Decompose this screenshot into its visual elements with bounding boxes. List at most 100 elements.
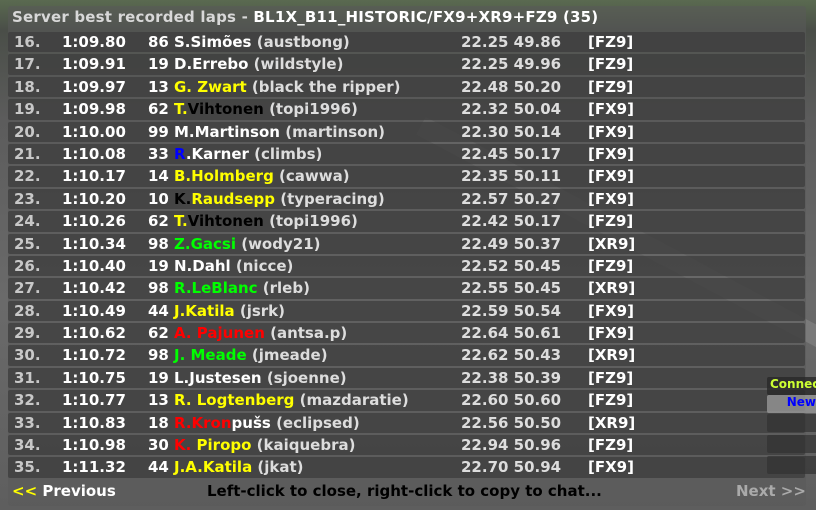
lap-row[interactable]: 20. 1:10.00 99 M.Martinson (martinson) 22.30… — [8, 121, 805, 143]
car-model: [FX9] — [588, 189, 634, 208]
car-model: [FZ9] — [588, 391, 634, 410]
driver-name: R. Logtenberg (mazdaratie) — [174, 391, 409, 409]
car-model: [FX9] — [588, 324, 634, 343]
driver-name-segment: pušs — [231, 413, 271, 432]
car-number: 18 — [148, 413, 169, 432]
username: (jsrk) — [239, 301, 285, 320]
driver-name-segment: J.A.Katila — [174, 458, 253, 477]
lap-time: 1:10.34 — [62, 234, 126, 253]
car-model: [FZ9] — [588, 55, 634, 74]
split-times: 22.57 50.27 — [461, 189, 562, 208]
car-number: 13 — [148, 77, 169, 96]
driver-name: J.Katila (jsrk) — [174, 302, 285, 320]
driver-name-segment: M.Martinson — [174, 122, 280, 141]
lap-row[interactable]: 32. 1:10.77 13 R. Logtenberg (mazdaratie) 22… — [8, 389, 805, 412]
lap-position: 25. — [14, 234, 41, 253]
split-times: 22.56 50.50 — [461, 413, 562, 432]
username: (topi1996) — [269, 100, 358, 119]
lap-time: 1:11.32 — [62, 458, 126, 477]
car-number: 86 — [148, 33, 169, 51]
username: (martinson) — [285, 122, 385, 141]
driver-name: M.Martinson (martinson) — [174, 123, 385, 141]
car-number: 19 — [148, 55, 169, 74]
new-button[interactable]: New — [767, 395, 816, 413]
car-model: [XR9] — [588, 279, 636, 298]
lap-time: 1:10.77 — [62, 391, 126, 410]
lap-row[interactable]: 18. 1:09.97 13 G. Zwart (black the ripper) 2… — [8, 76, 805, 98]
username: (jmeade) — [251, 346, 328, 365]
split-times: 22.38 50.39 — [461, 368, 562, 387]
car-number: 98 — [148, 234, 169, 253]
split-times: 22.49 50.37 — [461, 234, 562, 253]
driver-name: A. Pajunen (antsa.p) — [174, 324, 347, 342]
lap-position: 16. — [14, 33, 41, 51]
driver-name: L.Justesen (sjoenne) — [174, 369, 347, 387]
split-times: 22.52 50.45 — [461, 256, 562, 275]
car-number: 14 — [148, 167, 169, 186]
username: (mazdaratie) — [299, 391, 409, 410]
driver-name-segment: R. Logtenberg — [174, 391, 295, 410]
car-number: 62 — [148, 324, 169, 343]
previous-button[interactable]: << Previous — [12, 482, 116, 500]
lap-row[interactable]: 31. 1:10.75 19 L.Justesen (sjoenne) 22.38 50… — [8, 367, 805, 389]
lap-row[interactable]: 29. 1:10.62 62 A. Pajunen (antsa.p) 22.64 50… — [8, 322, 805, 344]
lap-position: 34. — [14, 436, 41, 455]
lap-row[interactable]: 22. 1:10.17 14 B.Holmberg (cawwa) 22.35 50.1… — [8, 165, 805, 188]
lap-row[interactable]: 25. 1:10.34 98 Z.Gacsi (wody21) 22.49 50.37 [… — [8, 233, 805, 255]
lap-time: 1:09.98 — [62, 100, 126, 119]
lap-position: 32. — [14, 391, 41, 410]
lap-row[interactable]: 21. 1:10.08 33 R.Karner (climbs) 22.45 50.17… — [8, 143, 805, 165]
car-model: [FX9] — [588, 301, 634, 320]
previous-arrows: << — [12, 482, 38, 500]
car-number: 44 — [148, 458, 169, 477]
lap-row[interactable]: 35. 1:11.32 44 J.A.Katila (jkat) 22.70 50.94… — [8, 456, 805, 479]
driver-name-segment: Vihtonen — [187, 100, 264, 119]
car-number: 62 — [148, 100, 169, 119]
lap-row[interactable]: 16. 1:09.80 86 S.Simões (austbong) 22.25 49.… — [8, 31, 805, 53]
close-hint: Left-click to close, right-click to copy… — [207, 482, 602, 500]
lap-row[interactable]: 30. 1:10.72 98 J. Meade (jmeade) 22.62 50.43… — [8, 344, 805, 367]
driver-name-segment: Z.Gacsi — [174, 234, 236, 253]
driver-name-segment: R.LeBlanc — [174, 279, 258, 298]
username: (topi1996) — [269, 212, 358, 231]
username: (climbs) — [254, 144, 323, 163]
car-model: [FZ9] — [588, 77, 634, 96]
lap-position: 26. — [14, 256, 41, 275]
side-slot — [767, 414, 816, 432]
car-model: [FZ9] — [588, 33, 634, 51]
car-model: [FZ9] — [588, 256, 634, 275]
lap-row[interactable]: 17. 1:09.91 19 D.Errebo (wildstyle) 22.25 49… — [8, 53, 805, 76]
car-number: 33 — [148, 144, 169, 163]
car-model: [FX9] — [588, 167, 634, 186]
split-times: 22.35 50.11 — [461, 167, 562, 186]
split-times: 22.32 50.04 — [461, 100, 562, 119]
lap-time: 1:10.08 — [62, 144, 126, 163]
lap-time: 1:10.49 — [62, 301, 126, 320]
lap-row[interactable]: 19. 1:09.98 62 T.Vihtonen (topi1996) 22.32 5… — [8, 98, 805, 120]
driver-name: T.Vihtonen (topi1996) — [174, 100, 358, 118]
split-times: 22.94 50.96 — [461, 436, 562, 455]
car-number: 13 — [148, 391, 169, 410]
laps-table: 16. 1:09.80 86 S.Simões (austbong) 22.25 49.… — [8, 31, 805, 479]
lap-time: 1:10.26 — [62, 212, 126, 231]
username: (kaiquebra) — [256, 436, 356, 455]
connect-button[interactable]: Connec — [767, 377, 816, 395]
lap-row[interactable]: 34. 1:10.98 30 K. Piropo (kaiquebra) 22.94 5… — [8, 434, 805, 456]
lap-row[interactable]: 28. 1:10.49 44 J.Katila (jsrk) 22.59 50.54 [F… — [8, 300, 805, 322]
lap-row[interactable]: 27. 1:10.42 98 R.LeBlanc (rleb) 22.55 50.45 [… — [8, 277, 805, 300]
next-button[interactable]: Next >> — [736, 482, 806, 500]
side-slot — [767, 435, 816, 453]
username: (jkat) — [257, 458, 304, 477]
car-number: 62 — [148, 212, 169, 231]
lap-row[interactable]: 23. 1:10.20 10 K.Raudsepp (typeracing) 22.57… — [8, 188, 805, 210]
lap-row[interactable]: 24. 1:10.26 62 T.Vihtonen (topi1996) 22.42 5… — [8, 210, 805, 232]
lap-time: 1:10.83 — [62, 413, 126, 432]
lap-position: 33. — [14, 413, 41, 432]
driver-name-segment: N.Dahl — [174, 256, 231, 275]
lap-row[interactable]: 33. 1:10.83 18 R.Kronpušs (eclipsed) 22.56 5… — [8, 412, 805, 434]
driver-name-segment: J. Meade — [174, 346, 247, 365]
lap-time: 1:10.42 — [62, 279, 126, 298]
lap-row[interactable]: 26. 1:10.40 19 N.Dahl (nicce) 22.52 50.45 [FZ… — [8, 255, 805, 277]
lap-position: 30. — [14, 346, 41, 365]
car-model: [XR9] — [588, 234, 636, 253]
